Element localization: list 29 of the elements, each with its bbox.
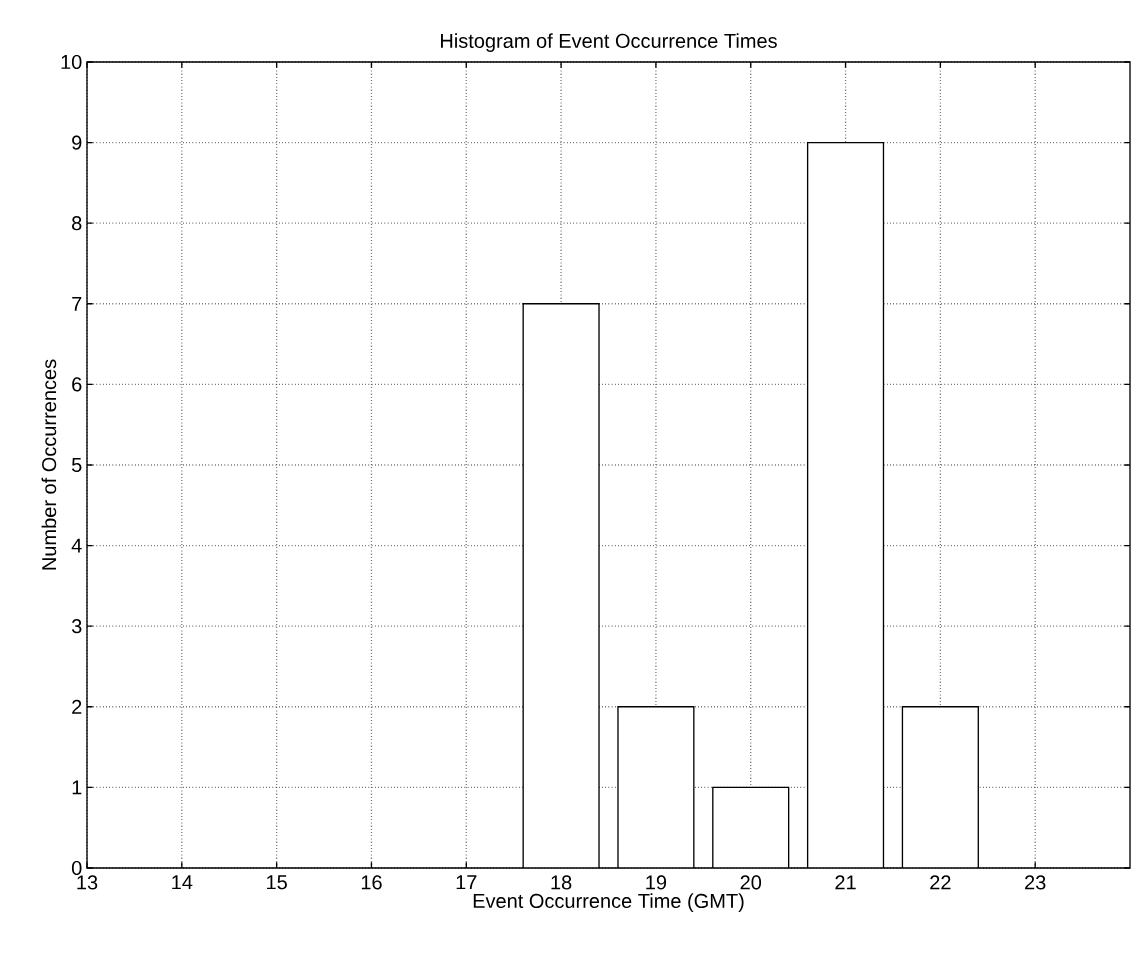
y-axis-title: Number of Occurrences bbox=[41, 359, 57, 570]
x-tick-label: 20 bbox=[740, 875, 762, 890]
y-tick-label: 10 bbox=[61, 54, 82, 70]
y-tick-label: 5 bbox=[71, 458, 82, 472]
x-tick-label: 16 bbox=[361, 875, 382, 890]
x-tick-label: 14 bbox=[172, 875, 193, 890]
x-tick-label: 13 bbox=[77, 875, 98, 890]
y-tick-label: 2 bbox=[72, 699, 82, 714]
x-tick-label: 18 bbox=[551, 875, 572, 890]
x-tick-label: 17 bbox=[456, 875, 477, 890]
y-tick-label: 6 bbox=[72, 377, 82, 392]
y-tick-label: 9 bbox=[72, 135, 82, 150]
chart-title: Histogram of Event Occurrence Times bbox=[441, 33, 777, 52]
y-tick-label: 0 bbox=[71, 860, 82, 876]
bar bbox=[617, 706, 695, 868]
x-tick-label: 22 bbox=[930, 875, 951, 890]
bar bbox=[901, 706, 979, 868]
y-tick-label: 1 bbox=[72, 780, 82, 795]
y-tick-label: 3 bbox=[71, 619, 82, 634]
x-tick-label: 15 bbox=[267, 875, 287, 890]
x-tick-label: 23 bbox=[1025, 875, 1046, 890]
x-axis-title: Event Occurrence Time (GMT) bbox=[473, 893, 744, 912]
y-tick-label: 8 bbox=[72, 216, 82, 231]
y-tick-label: 7 bbox=[72, 296, 82, 311]
y-tick-label: 4 bbox=[71, 538, 82, 553]
bar bbox=[806, 141, 885, 868]
x-tick-label: 19 bbox=[646, 875, 667, 890]
x-tick-label: 21 bbox=[835, 875, 856, 890]
bar bbox=[522, 303, 600, 868]
